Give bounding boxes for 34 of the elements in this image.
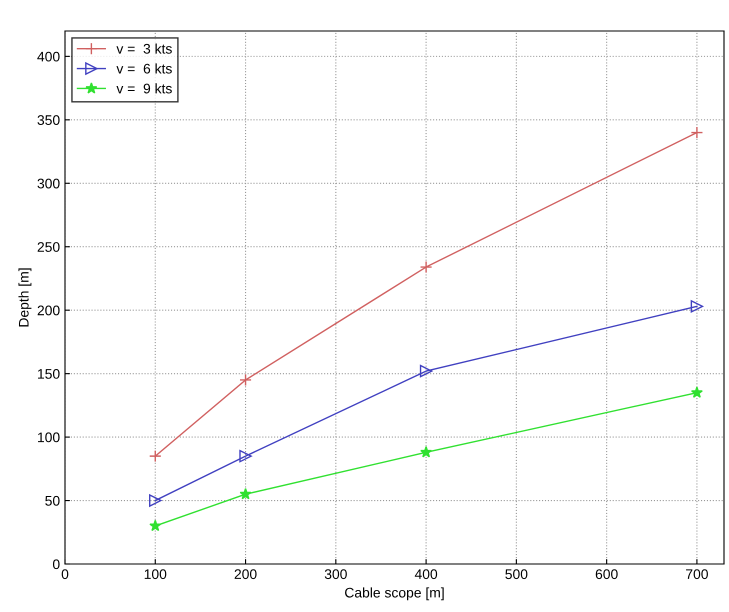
point bbox=[149, 520, 162, 532]
x-tick-label: 400 bbox=[414, 569, 438, 580]
y-tick-label: 200 bbox=[38, 306, 60, 316]
x-tick-label: 700 bbox=[686, 569, 708, 580]
y-tick-label: 150 bbox=[38, 368, 60, 379]
x-tick-label: 100 bbox=[144, 569, 166, 580]
x-tick-label: 300 bbox=[324, 569, 347, 580]
point bbox=[149, 494, 162, 507]
legend-label: v = 6 kts bbox=[116, 63, 172, 74]
point bbox=[690, 300, 704, 313]
x-tick-label: 0 bbox=[62, 569, 68, 580]
legend-label: v = 3 kts bbox=[116, 44, 172, 54]
x-tick-label: 600 bbox=[596, 569, 618, 580]
y-tick-label: 300 bbox=[38, 178, 60, 188]
y-tick-label: 400 bbox=[37, 52, 60, 62]
point bbox=[420, 364, 432, 378]
point bbox=[149, 450, 162, 462]
point bbox=[420, 260, 432, 274]
x-axis-title: Cable scope [m] bbox=[345, 587, 444, 600]
point bbox=[239, 450, 252, 462]
x-tick-label: 500 bbox=[505, 569, 528, 580]
y-tick-label: 100 bbox=[38, 432, 60, 442]
y-tick-label: 350 bbox=[38, 115, 60, 126]
y-tick-label: 50 bbox=[45, 496, 60, 506]
point bbox=[239, 374, 252, 386]
y-tick-label: 250 bbox=[38, 242, 60, 252]
point bbox=[240, 488, 252, 500]
y-tick-label: 0 bbox=[52, 559, 60, 570]
x-tick-label: 200 bbox=[234, 569, 257, 580]
legend-label: v = 9 kts bbox=[116, 83, 172, 94]
point bbox=[690, 386, 703, 398]
point bbox=[420, 446, 432, 458]
point bbox=[690, 126, 704, 139]
y-axis-title: Depth [m] bbox=[18, 268, 32, 326]
